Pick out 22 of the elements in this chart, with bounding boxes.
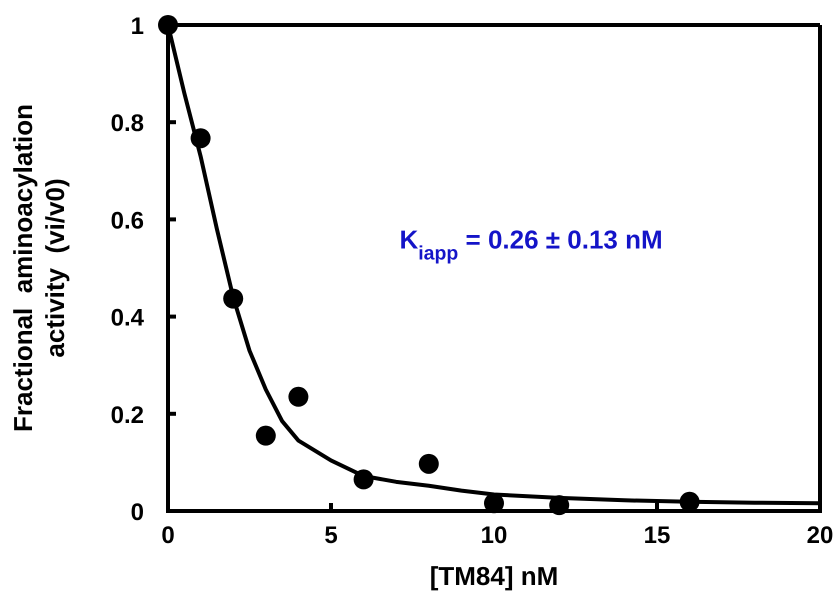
point [190, 128, 211, 148]
y-tick-label: 0.8 [110, 110, 144, 138]
x-axis-title: [TM84] nM [430, 561, 558, 591]
y-tick-label: 0 [130, 499, 144, 526]
point [158, 15, 178, 35]
x-tick-label: 5 [324, 522, 338, 549]
point [549, 495, 570, 516]
y-tick-label: 0.2 [110, 402, 144, 429]
x-tick-label: 15 [644, 522, 670, 549]
point [288, 386, 308, 407]
y-tick-label: 0.6 [110, 207, 144, 234]
point [223, 288, 244, 309]
x-tick-label: 20 [806, 522, 834, 549]
annotation: K$_{iapp}$ = 0.26 ± 0.13 nM [399, 224, 663, 265]
point [418, 454, 439, 474]
x-tick-label: 0 [161, 522, 175, 549]
y-tick-label: 0.4 [110, 304, 145, 332]
x-tick-label: 10 [480, 522, 508, 549]
point [256, 426, 276, 446]
y-tick-label: 1 [130, 13, 144, 40]
y-axis-title: Fractional aminoacylation activity (vi/v0) [8, 104, 70, 432]
point [354, 469, 374, 490]
